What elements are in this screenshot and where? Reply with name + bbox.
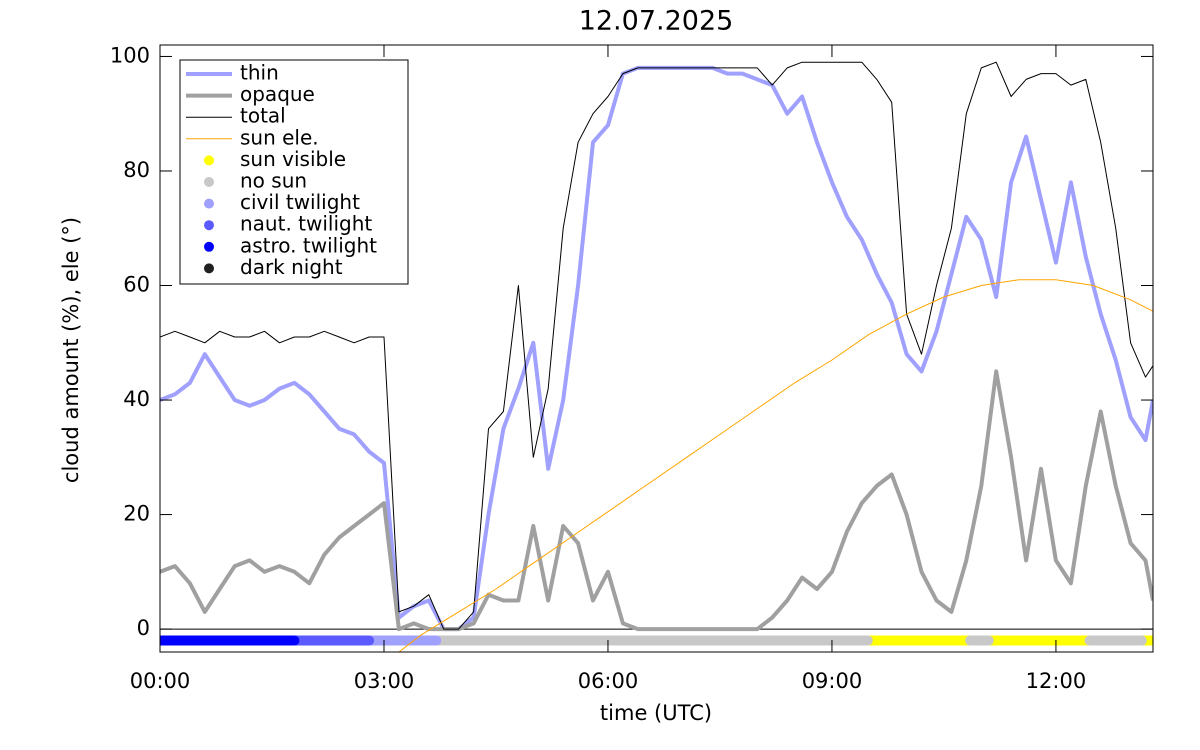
legend-label: no sun — [240, 169, 307, 193]
legend-label: opaque — [240, 82, 315, 106]
legend-label: total — [240, 104, 286, 128]
legend-dot — [204, 155, 214, 166]
plot-area — [160, 61, 1153, 652]
plot-frame — [159, 44, 1154, 653]
y-tick-label: 20 — [123, 502, 150, 526]
legend-label: sun visible — [240, 147, 346, 171]
legend-dot — [204, 220, 214, 231]
y-tick-label: 40 — [123, 387, 150, 411]
y-axis-label: cloud amount (%), ele (°) — [59, 217, 83, 483]
legend-dot — [204, 177, 214, 187]
x-tick-label: 03:00 — [354, 669, 415, 693]
legend-label: thin — [240, 61, 279, 85]
chart-title: 12.07.2025 — [579, 6, 734, 37]
legend-label: dark night — [240, 255, 343, 279]
legend-dot — [204, 198, 214, 209]
series-line — [160, 61, 1153, 630]
y-tick-label: 0 — [137, 616, 150, 640]
x-tick-label: 12:00 — [1026, 669, 1087, 693]
series-line — [160, 369, 1153, 632]
series-line — [398, 279, 1153, 652]
legend-label: sun ele. — [240, 125, 319, 149]
x-tick-label: 06:00 — [578, 669, 639, 693]
y-tick-label: 80 — [123, 158, 150, 182]
legend-dot — [204, 241, 214, 252]
legend-label: naut. twilight — [240, 212, 372, 236]
legend-label: civil twilight — [240, 190, 360, 214]
legend-label: astro. twilight — [240, 233, 377, 257]
y-tick-label: 60 — [123, 273, 150, 297]
y-tick-label: 100 — [110, 43, 150, 67]
x-tick-label: 00:00 — [130, 669, 191, 693]
legend-dot — [204, 263, 214, 274]
x-axis-label: time (UTC) — [600, 701, 712, 725]
x-tick-label: 09:00 — [802, 669, 863, 693]
